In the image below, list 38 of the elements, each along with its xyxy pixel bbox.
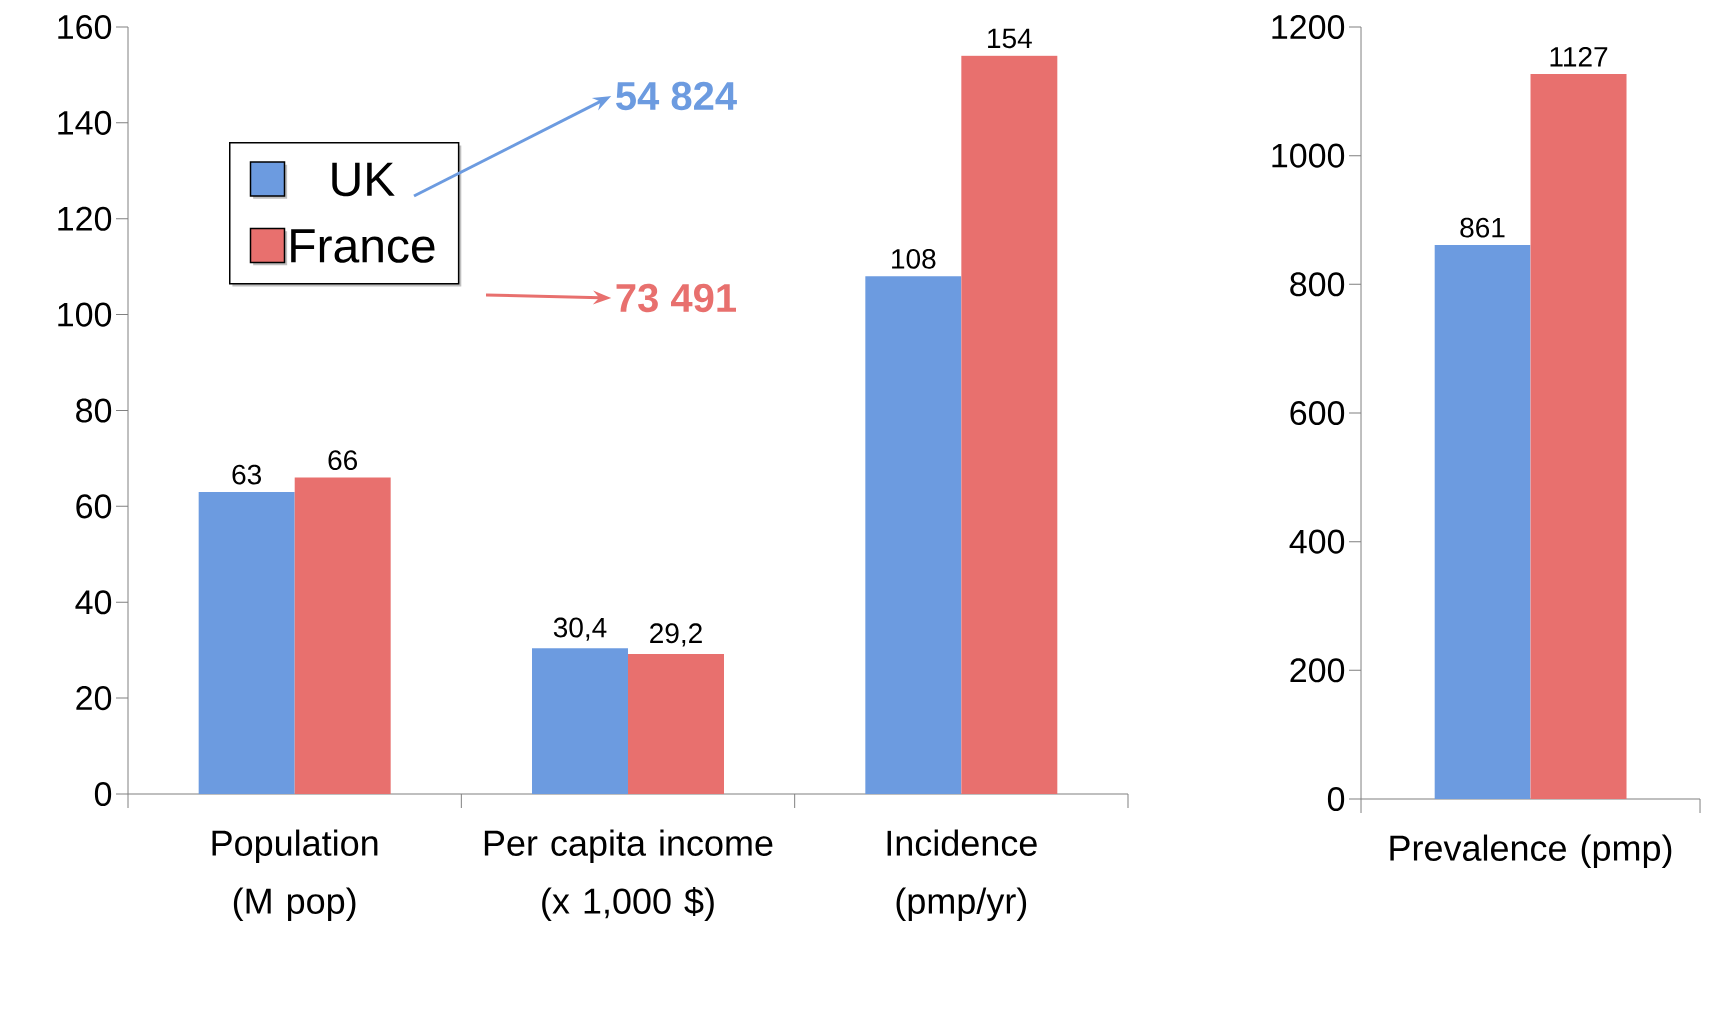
data-label: 154 [988,28,1032,49]
data-label: 30,4 [553,617,607,641]
x-tick-label: Prevalence (pmp) [1390,834,1672,869]
bar [294,477,391,794]
y-tick-label: 100 [58,302,112,327]
y-tick-label: 120 [58,206,112,231]
bar [865,276,962,794]
y-tick-label: 1000 [1272,143,1345,168]
y-tick-label: 200 [1290,658,1345,683]
data-label: 66 [328,450,357,471]
data-label: 861 [1460,217,1505,238]
y-tick-label: 400 [1289,529,1345,554]
bar [961,55,1058,794]
y-tick-label: 40 [75,590,112,615]
annotation: 54 824 [616,81,737,111]
x-tick-label: Population (M pop) [212,829,378,922]
y-tick-label: 1200 [1272,14,1345,40]
data-label: 108 [892,248,936,269]
y-tick-label: 0 [1327,786,1345,812]
y-tick-label: 160 [58,14,112,40]
bar [198,491,295,794]
annotation: 73 491 [616,283,736,313]
y-tick-label: 60 [76,494,112,519]
y-tick-label: 600 [1290,400,1345,426]
x-tick-label: Per capita income (x 1,000 $) [484,829,773,922]
bar [532,648,628,794]
data-label: 1127 [1550,46,1608,67]
data-label: 63 [232,464,261,485]
y-tick-label: 140 [58,110,112,135]
y-tick-label: 20 [76,686,112,711]
x-tick-label: Incidence (pmp/yr) [887,829,1037,922]
bar [628,654,724,794]
legend-label: UK [332,162,395,197]
y-tick-label: 80 [76,398,112,423]
legend-label: France [291,229,435,263]
data-label: 29,2 [650,623,702,647]
y-tick-label: 800 [1290,272,1345,297]
y-tick-label: 0 [94,781,112,807]
